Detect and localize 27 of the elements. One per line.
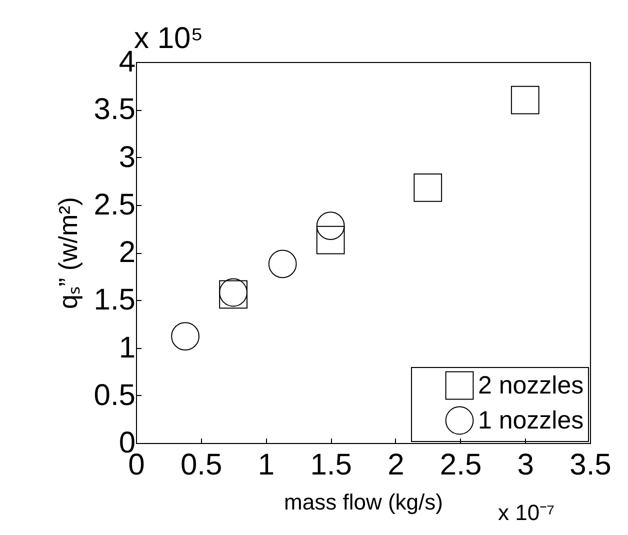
y-tick-label: 4 — [118, 46, 136, 78]
x-tick-label: 2.5 — [440, 448, 482, 482]
point — [316, 226, 345, 254]
y-tick-label: 3 — [118, 140, 136, 174]
y-tick-label: 0.5 — [94, 378, 136, 412]
y-tick-label: 1.5 — [94, 284, 136, 317]
x-tick-label: 3.5 — [570, 448, 612, 482]
y-tick-label: 1 — [118, 331, 136, 364]
legend-label: 2 nozzles — [478, 372, 584, 400]
point — [268, 250, 297, 278]
legend-label: 1 nozzles — [478, 406, 584, 434]
text: x 10⁵ — [134, 22, 204, 55]
y-tick-label: 2 — [118, 236, 136, 269]
x-axis-title: mass flow (kg/s) — [284, 490, 443, 514]
y-axis-title: qₛ” (w/m²) — [52, 197, 83, 309]
y-tick-label: 3.5 — [94, 93, 136, 126]
point — [510, 86, 540, 114]
x-tick-label: 1.5 — [310, 448, 352, 482]
x-tick-label: 3 — [517, 448, 534, 482]
text: x 10⁻⁷ — [498, 500, 555, 525]
y-tick-label: 2.5 — [94, 188, 136, 222]
x-tick-label: 2 — [388, 448, 404, 482]
point — [316, 212, 345, 240]
x-tick-label: 1 — [258, 448, 275, 482]
point — [171, 322, 200, 350]
point — [414, 174, 442, 202]
x-tick-label: 0.5 — [180, 448, 222, 482]
